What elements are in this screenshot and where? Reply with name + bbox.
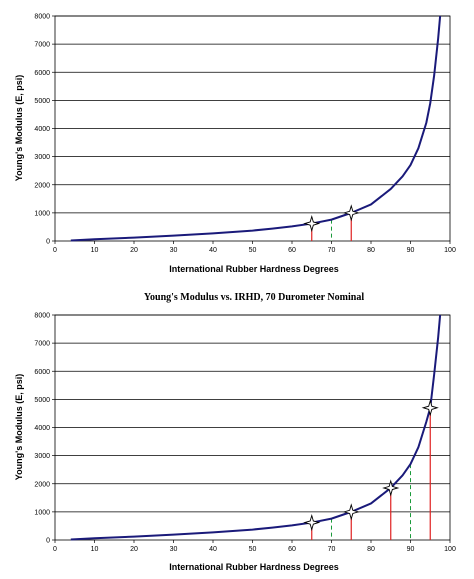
x-tick-label: 40 (209, 546, 217, 553)
x-tick-label: 40 (209, 247, 217, 254)
x-tick-label: 70 (328, 546, 336, 553)
data-point-marker (382, 479, 400, 497)
chart-bottom-ylabel: Young's Modulus (E, psi) (14, 374, 24, 480)
x-tick-label: 80 (367, 546, 375, 553)
y-tick-label: 3000 (34, 453, 50, 460)
plot-frame (54, 15, 451, 242)
y-tick-label: 7000 (34, 42, 50, 49)
y-tick-label: 7000 (34, 341, 50, 348)
y-tick-label: 4000 (34, 126, 50, 133)
x-tick-label: 100 (444, 546, 456, 553)
plot-frame (54, 314, 451, 541)
x-tick-label: 30 (170, 247, 178, 254)
chart-bottom-xlabel: International Rubber Hardness Degrees (169, 562, 339, 572)
x-tick-label: 80 (367, 247, 375, 254)
y-tick-label: 2000 (34, 182, 50, 189)
x-tick-label: 90 (407, 247, 415, 254)
y-tick-label: 0 (46, 538, 50, 545)
x-tick-label: 50 (249, 546, 257, 553)
y-tick-label: 6000 (34, 70, 50, 77)
data-point-marker (303, 513, 321, 532)
chart-top: Young's Modulus (E, psi) International R… (14, 14, 456, 275)
data-point-marker (342, 503, 360, 521)
x-tick-label: 60 (288, 247, 296, 254)
y-tick-label: 4000 (34, 425, 50, 432)
x-tick-label: 90 (407, 546, 415, 553)
y-tick-label: 6000 (34, 369, 50, 376)
y-tick-label: 1000 (34, 509, 50, 516)
data-point-marker (421, 399, 439, 417)
y-tick-label: 2000 (34, 481, 50, 488)
data-point-marker (342, 204, 360, 222)
x-tick-label: 60 (288, 546, 296, 553)
x-tick-label: 20 (130, 247, 138, 254)
y-tick-label: 5000 (34, 98, 50, 105)
y-tick-label: 0 (46, 239, 50, 246)
x-tick-label: 10 (91, 247, 99, 254)
y-tick-label: 8000 (34, 14, 50, 21)
chart-top-ylabel: Young's Modulus (E, psi) (14, 75, 24, 181)
x-tick-label: 10 (91, 546, 99, 553)
chart-bottom: Young's Modulus (E, psi) International R… (14, 313, 456, 573)
x-tick-label: 0 (53, 546, 57, 553)
x-tick-label: 30 (170, 546, 178, 553)
x-tick-label: 20 (130, 546, 138, 553)
y-tick-label: 8000 (34, 313, 50, 320)
y-tick-label: 5000 (34, 397, 50, 404)
x-tick-label: 0 (53, 247, 57, 254)
x-tick-label: 100 (444, 247, 456, 254)
x-tick-label: 70 (328, 247, 336, 254)
chart-top-xlabel: International Rubber Hardness Degrees (169, 264, 339, 274)
chart-bottom-title: Young's Modulus vs. IRHD, 70 Durometer N… (144, 292, 364, 303)
y-tick-label: 3000 (34, 154, 50, 161)
x-tick-label: 50 (249, 247, 257, 254)
y-tick-label: 1000 (34, 210, 50, 217)
data-point-marker (303, 214, 321, 233)
